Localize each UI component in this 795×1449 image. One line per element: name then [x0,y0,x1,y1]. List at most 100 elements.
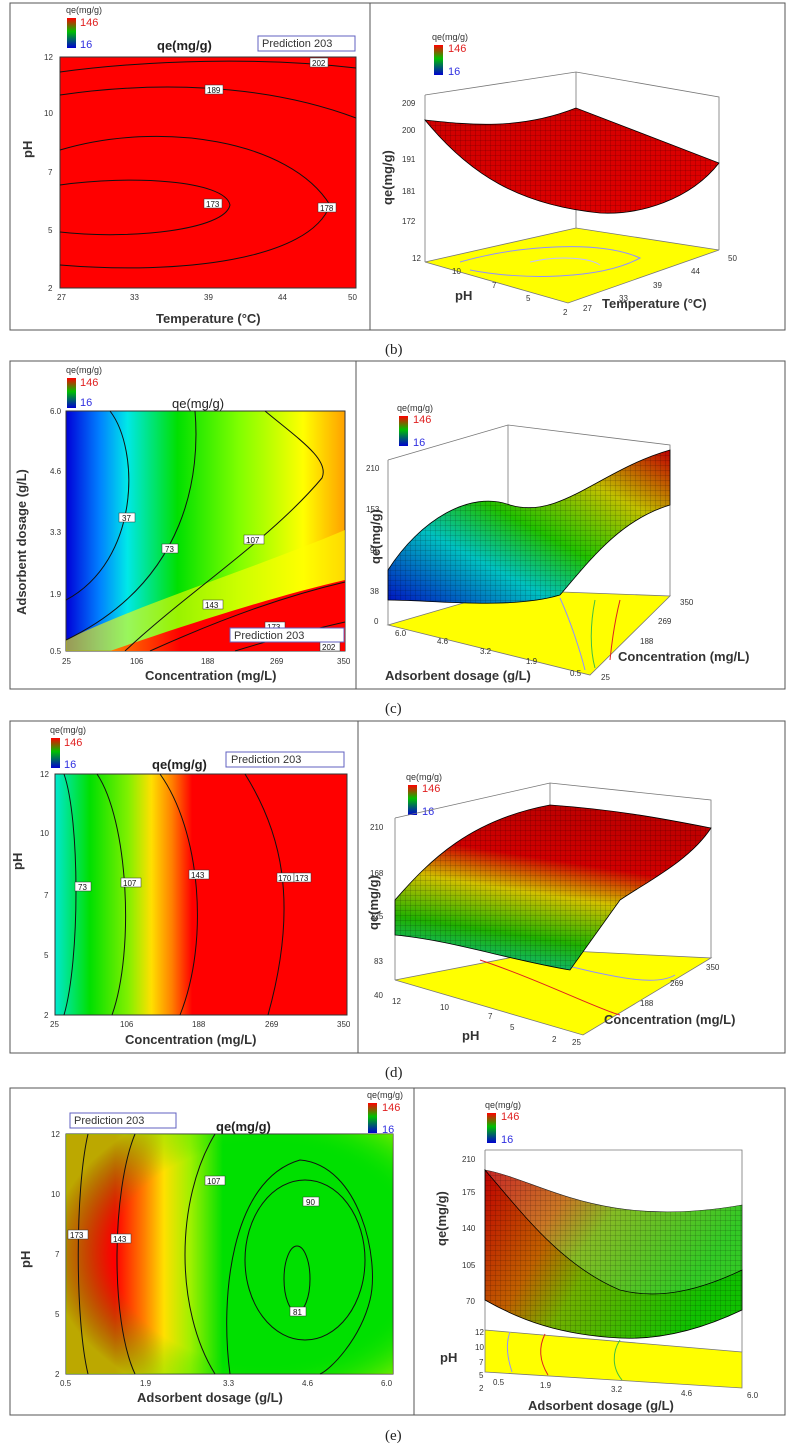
caption-d: (d) [385,1065,403,1081]
x-tick: 106 [130,657,144,666]
contour-area [54,773,348,1016]
contour-label: 107 [246,536,260,545]
prediction-label: Prediction 203 [234,630,304,642]
y-tick: 7 [48,168,53,177]
legend-min: 16 [64,759,76,771]
y-tick: 2 [563,308,568,317]
panel-e: qe(mg/g) 146 16 qe(mg/g) Prediction 203 … [9,1087,786,1416]
legend-b-surface: qe(mg/g) 146 16 [432,32,468,78]
legend-min: 16 [413,437,425,449]
contour-label: 143 [113,1235,127,1244]
legend-e-contour: qe(mg/g) 146 16 [367,1090,403,1136]
legend-max: 146 [422,783,440,795]
contour-line [65,410,197,641]
surface-x-ticks-c: 25 188 269 350 [601,598,694,682]
y-tick: 0.5 [570,669,582,678]
x-tick: 25 [62,657,71,666]
contour-label: 202 [312,59,326,68]
y-axis-title: Adsorbent dosage (g/L) [385,668,531,683]
legend-title: qe(mg/g) [66,365,102,375]
legend-d-surface: qe(mg/g) 146 16 [406,772,442,818]
surface-y-ticks-b: 2 5 7 10 12 [412,254,568,317]
y-tick: 12 [475,1328,484,1337]
legend-title: qe(mg/g) [397,403,433,413]
x-ticks-e: 0.5 1.9 3.3 4.6 6.0 [60,1379,393,1388]
legend-d-contour: qe(mg/g) 146 16 [50,725,86,771]
legend-title: qe(mg/g) [66,5,102,15]
x-tick: 44 [691,267,700,276]
z-tick: 153 [366,505,380,514]
contour-area [59,56,357,289]
legend-title: qe(mg/g) [367,1090,403,1100]
z-tick: 95 [370,546,379,555]
y-tick: 5 [55,1310,60,1319]
legend-max: 146 [413,414,431,426]
z-axis-title: qe(mg/g) [380,150,395,205]
z-tick: 40 [374,991,383,1000]
surface-y-ticks-e: 12 10 7 5 2 [475,1328,484,1393]
y-axis-title: pH [10,853,25,870]
y-ticks-e: 2 5 7 10 12 [51,1130,60,1379]
y-tick: 2 [479,1384,484,1393]
contour-label: 143 [191,871,205,880]
panel-c: qe(mg/g) 146 16 qe(mg/g) 37 73 107 143 1… [9,360,786,690]
z-ticks-e: 210 175 140 105 70 [462,1155,476,1306]
legend-title: qe(mg/g) [50,725,86,735]
y-tick: 6.0 [50,407,62,416]
y-axis-title: pH [462,1028,479,1043]
y-tick: 7 [488,1012,493,1021]
legend-min: 16 [80,397,92,409]
z-tick: 125 [370,912,384,921]
x-tick: 188 [201,657,215,666]
legend-colorbar [399,416,408,446]
x-tick: 3.3 [223,1379,235,1388]
legend-min: 16 [422,806,434,818]
y-tick: 12 [412,254,421,263]
x-tick: 27 [583,304,592,313]
x-tick: 188 [640,637,654,646]
y-tick: 7 [55,1250,60,1259]
contour-line [244,773,285,1016]
caption-b: (b) [385,342,403,358]
x-tick: 350 [337,1020,351,1029]
legend-colorbar [51,738,60,768]
y-tick: 5 [510,1023,515,1032]
x-ticks-c: 25 106 188 269 350 [62,657,351,666]
z-tick: 175 [462,1188,476,1197]
contour-line [159,773,198,1016]
legend-max: 146 [64,737,82,749]
z-tick: 200 [402,126,416,135]
x-tick: 106 [120,1020,134,1029]
z-tick: 210 [462,1155,476,1164]
z-ticks-b: 209 200 191 181 172 [402,99,416,226]
surface-x-ticks-e: 0.5 1.9 3.2 4.6 6.0 [493,1378,759,1400]
base-plane [424,227,720,304]
surface-plot-b: 209 200 191 181 172 27 33 39 44 50 2 5 7… [380,71,737,317]
y-tick: 10 [40,829,49,838]
contour-line [244,1179,366,1341]
prediction-box [69,1112,177,1129]
contour-plot-d: 73 107 143 170 173 [54,773,348,1016]
contour-label: 90 [306,1198,315,1207]
x-axis-title: Adsorbent dosage (g/L) [137,1390,283,1405]
contour-plot-e: 173 143 107 90 81 [65,1133,394,1375]
legend-colorbar [368,1103,377,1133]
legend-min: 16 [80,39,92,51]
caption-c: (c) [385,701,402,717]
x-tick: 0.5 [493,1378,505,1387]
y-tick: 7 [492,281,497,290]
x-axis-title: Adsorbent dosage (g/L) [528,1398,674,1413]
x-axis-title: Temperature (°C) [156,311,261,326]
contour-title: qe(mg/g) [216,1119,271,1134]
z-tick: 210 [366,464,380,473]
z-tick: 140 [462,1224,476,1233]
y-ticks-d: 2 5 7 10 12 [40,770,49,1020]
x-ticks-d: 25 106 188 269 350 [50,1020,351,1029]
z-tick: 172 [402,217,416,226]
x-tick: 269 [670,979,684,988]
contour-label: 178 [320,204,334,213]
x-tick: 188 [192,1020,206,1029]
contour-title: qe(mg/g) [172,396,224,411]
contour-line [124,410,324,652]
contour-line [184,1133,216,1375]
